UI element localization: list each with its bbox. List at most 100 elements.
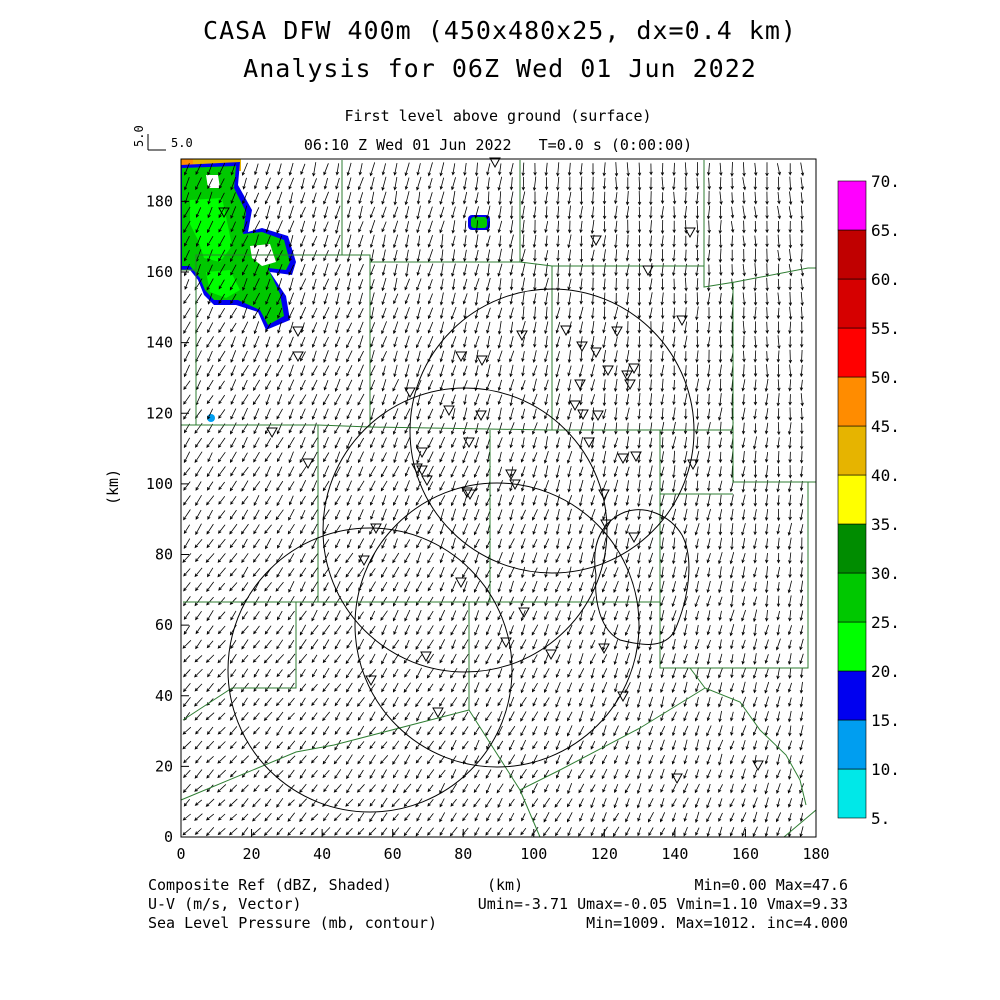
wind-vector [718,451,723,463]
wind-vector [637,812,642,822]
footer-field3-stats: Min=1009. Max=1012. inc=4.000 [586,914,848,932]
wind-vector [707,190,711,206]
wind-vector [334,437,341,449]
wind-vector [578,625,584,636]
wind-vector [427,712,434,721]
wind-vector [196,380,202,391]
wind-vector [544,365,548,377]
colorbar-label: 25. [871,613,900,632]
wind-vector [241,407,248,421]
wind-vector [497,480,503,493]
wind-vector [672,249,676,262]
wind-vector [300,220,306,234]
wind-vector [637,190,642,206]
wind-vector [287,712,295,721]
wind-vector [543,538,550,550]
wind-vector [579,494,583,507]
wind-vector [288,364,294,378]
wind-vector [498,278,502,292]
wind-vector [800,336,804,348]
wind-vector [591,163,595,176]
wind-vector [602,466,606,478]
wind-vector [288,394,295,406]
station-marker [590,235,602,247]
wind-vector [217,712,226,721]
colorbar-swatch [837,229,867,280]
wind-vector [613,494,618,507]
wind-vector [451,278,456,291]
wind-vector [764,711,769,723]
wind-vector [613,624,619,636]
wind-vector [450,567,457,578]
time-label: 06:10 Z Wed 01 Jun 2022 T=0.0 s (0:00:00… [303,136,693,154]
wind-vector [509,596,514,607]
wind-vector [520,248,526,263]
wind-vector [462,465,469,478]
wind-vector [717,739,724,751]
wind-vector [380,480,388,492]
wind-vector [451,682,457,693]
wind-vector [648,451,653,464]
wind-vector [787,653,792,665]
wind-vector [695,827,700,836]
wind-vector [509,307,514,320]
wind-vector [556,191,560,205]
wind-vector [486,321,491,334]
wind-vector [544,350,549,363]
wind-vector [648,682,653,693]
wind-vector [288,568,295,577]
wind-vector [195,308,202,319]
wind-vector [730,537,734,551]
wind-vector [485,769,492,779]
station-marker [624,379,636,391]
wind-vector [275,697,284,707]
wind-vector [253,581,260,592]
wind-vector [242,437,248,449]
wind-vector [265,408,271,420]
wind-vector [532,667,538,679]
wind-vector [206,466,214,478]
wind-vector [614,336,618,348]
wind-vector [590,379,595,392]
station-marker [421,475,433,487]
wind-vector [427,683,434,692]
wind-vector [218,192,225,204]
wind-vector [706,652,711,666]
wind-vector [195,639,202,650]
wind-vector [427,249,434,263]
wind-vector [497,566,504,579]
wind-vector [799,451,804,464]
wind-vector [427,653,434,664]
wind-vector [741,364,746,378]
wind-vector [613,595,619,607]
wind-vector [648,307,653,320]
x-tick-label: 140 [661,845,688,863]
wind-vector [322,711,331,722]
wind-vector [276,827,283,836]
wind-vector [217,682,227,693]
wind-vector [729,551,735,565]
wind-vector [416,235,421,248]
wind-vector [195,727,202,735]
wind-vector [217,813,226,821]
wind-vector [625,393,630,406]
wind-vector [671,725,676,737]
wind-vector [729,683,735,693]
wind-vector [323,163,329,176]
wind-vector [334,205,341,220]
wind-vector [555,681,561,694]
wind-vector [300,351,306,362]
station-marker [687,459,699,471]
station-marker [676,315,688,327]
wind-vector [590,364,595,378]
wind-vector [579,755,584,765]
wind-vector [195,177,202,191]
wind-vector [358,279,364,291]
wind-vector [591,176,595,191]
wind-vector [741,624,746,636]
wind-vector [556,162,560,177]
wind-vector [312,192,317,204]
wind-vector [195,350,202,363]
wind-vector [310,495,319,506]
wind-vector [555,740,561,751]
